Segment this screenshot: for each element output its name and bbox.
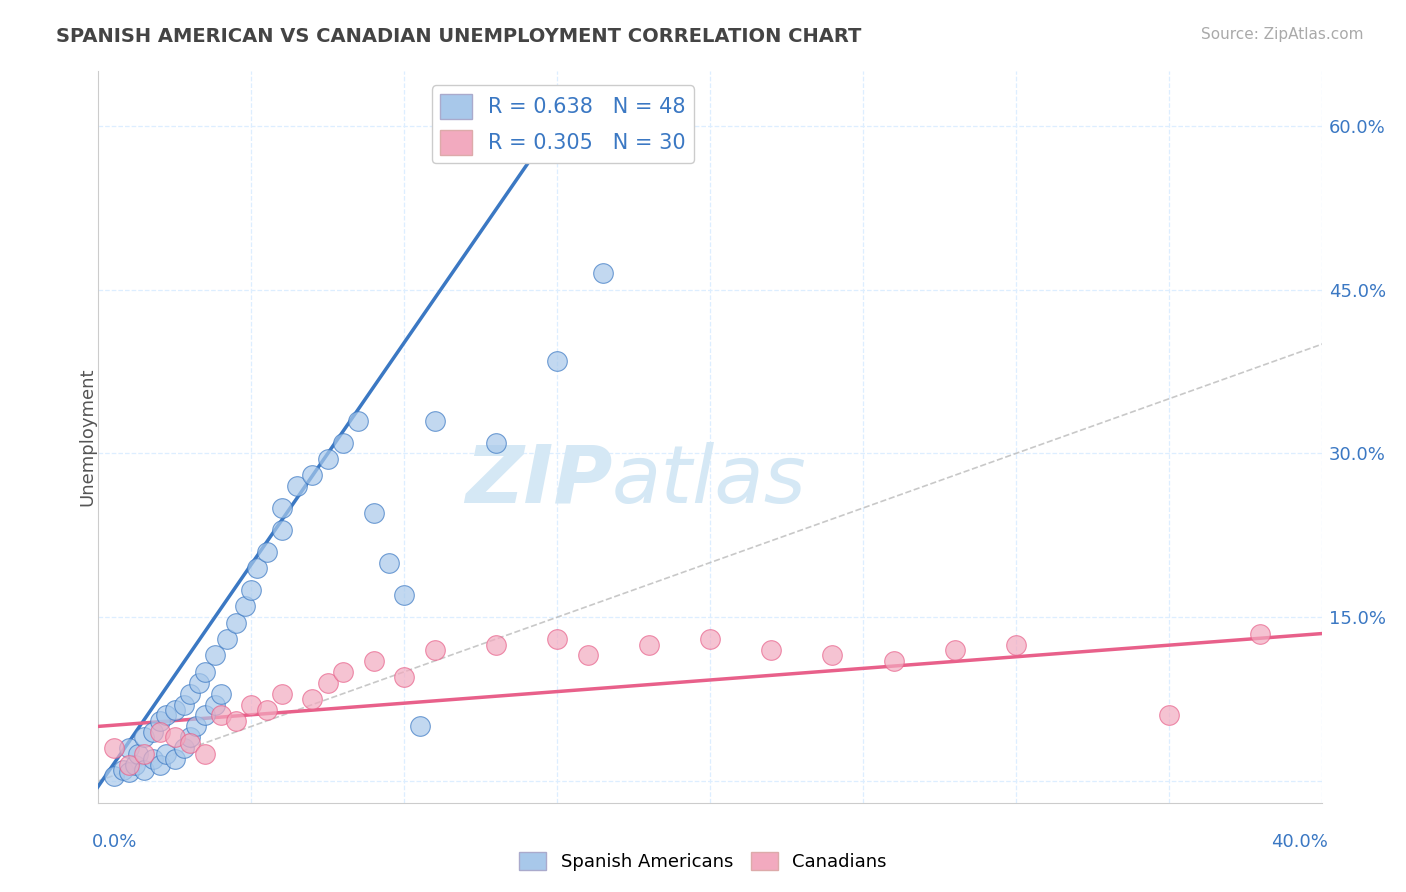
Point [149, 714, 172, 728]
Point [163, 703, 186, 717]
Point [485, 435, 508, 450]
Point [363, 654, 385, 668]
Y-axis label: Unemployment: Unemployment [79, 368, 96, 507]
Point [209, 687, 232, 701]
Point [759, 643, 782, 657]
Point [173, 698, 195, 712]
Point [821, 648, 844, 663]
Point [186, 719, 208, 733]
Point [155, 708, 177, 723]
Point [118, 765, 141, 780]
Point [408, 719, 430, 733]
Point [149, 757, 172, 772]
Point [943, 643, 966, 657]
Point [111, 763, 134, 777]
Legend: R = 0.638   N = 48, R = 0.305   N = 30: R = 0.638 N = 48, R = 0.305 N = 30 [432, 86, 695, 163]
Point [173, 741, 195, 756]
Point [215, 632, 238, 646]
Point [246, 561, 269, 575]
Point [256, 545, 278, 559]
Point [392, 670, 416, 684]
Point [179, 736, 201, 750]
Text: 40.0%: 40.0% [1271, 833, 1327, 851]
Point [285, 479, 308, 493]
Point [240, 582, 263, 597]
Text: Source: ZipAtlas.com: Source: ZipAtlas.com [1201, 27, 1364, 42]
Point [103, 741, 125, 756]
Point [163, 731, 186, 745]
Point [103, 768, 125, 782]
Point [240, 698, 263, 712]
Point [209, 708, 232, 723]
Point [363, 507, 385, 521]
Point [155, 747, 177, 761]
Point [378, 556, 401, 570]
Point [592, 266, 614, 280]
Point [194, 747, 217, 761]
Point [256, 703, 278, 717]
Point [423, 643, 446, 657]
Point [204, 698, 226, 712]
Text: SPANISH AMERICAN VS CANADIAN UNEMPLOYMENT CORRELATION CHART: SPANISH AMERICAN VS CANADIAN UNEMPLOYMEN… [56, 27, 862, 45]
Point [127, 747, 149, 761]
Point [179, 731, 201, 745]
Legend: Spanish Americans, Canadians: Spanish Americans, Canadians [512, 845, 894, 879]
Point [225, 714, 247, 728]
Text: atlas: atlas [612, 442, 807, 520]
Point [194, 665, 217, 679]
Point [270, 501, 292, 516]
Point [546, 353, 568, 368]
Point [347, 414, 370, 428]
Point [163, 752, 186, 766]
Point [316, 675, 339, 690]
Text: ZIP: ZIP [465, 442, 612, 520]
Point [225, 615, 247, 630]
Point [270, 687, 292, 701]
Point [485, 638, 508, 652]
Point [204, 648, 226, 663]
Point [142, 724, 165, 739]
Point [332, 665, 354, 679]
Point [332, 435, 354, 450]
Point [118, 741, 141, 756]
Point [134, 763, 156, 777]
Point [423, 414, 446, 428]
Point [118, 757, 141, 772]
Point [316, 451, 339, 466]
Point [194, 708, 217, 723]
Point [134, 747, 156, 761]
Point [301, 468, 323, 483]
Point [301, 692, 323, 706]
Point [1004, 638, 1026, 652]
Point [179, 687, 201, 701]
Point [576, 648, 599, 663]
Point [142, 752, 165, 766]
Point [546, 632, 568, 646]
Text: 0.0%: 0.0% [93, 833, 138, 851]
Point [883, 654, 905, 668]
Point [149, 724, 172, 739]
Point [1249, 626, 1271, 640]
Point [233, 599, 256, 614]
Point [699, 632, 721, 646]
Point [124, 757, 146, 772]
Point [637, 638, 661, 652]
Point [270, 523, 292, 537]
Point [188, 675, 211, 690]
Point [1157, 708, 1180, 723]
Point [392, 588, 416, 602]
Point [134, 731, 156, 745]
